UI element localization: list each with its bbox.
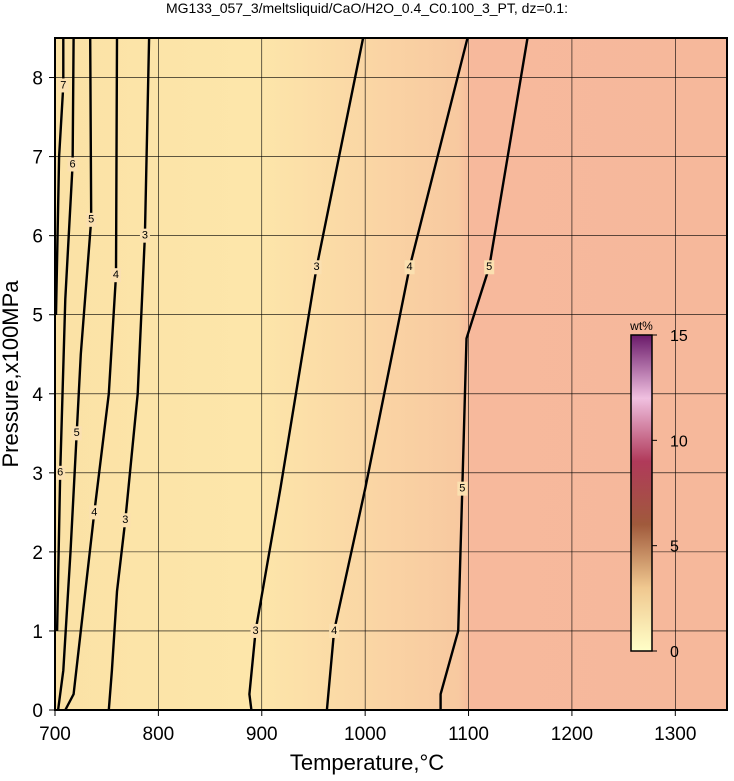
contour-label: 3 — [142, 230, 148, 242]
contour-label: 5 — [486, 261, 492, 273]
y-tick-label: 6 — [32, 227, 43, 248]
contour-label-bg — [58, 78, 69, 93]
y-tick-label: 2 — [32, 543, 43, 564]
y-tick-label: 4 — [32, 385, 43, 406]
contour-label-bg — [457, 481, 468, 496]
contour-label-bg — [67, 157, 78, 172]
x-tick-label: 1000 — [344, 724, 386, 745]
contour-label-bg — [89, 505, 100, 520]
contour-label-bg — [250, 623, 261, 638]
colorbar-tick-label: 10 — [670, 433, 688, 450]
contour-label-bg — [329, 623, 340, 638]
contour-label-bg — [55, 465, 66, 480]
contour-label: 3 — [122, 514, 128, 526]
colorbar-tick-label: 0 — [670, 644, 679, 661]
contour-label-bg — [404, 260, 415, 275]
contour-label: 5 — [74, 427, 80, 439]
chart-title: MG133_057_3/meltsliquid/CaO/H2O_0.4_C0.1… — [166, 0, 568, 16]
y-axis-label: Pressure,x100MPa — [0, 280, 23, 468]
plot-background — [55, 38, 727, 710]
x-tick-label: 700 — [39, 724, 71, 745]
y-tick-label: 7 — [32, 148, 43, 169]
contour-line — [55, 37, 75, 631]
contour-label: 6 — [57, 467, 63, 479]
contour-line — [248, 37, 365, 711]
colorbar-tick-label: 15 — [670, 328, 688, 345]
contour-label: 4 — [331, 625, 337, 637]
contour-label: 3 — [314, 261, 320, 273]
y-tick-label: 5 — [32, 306, 43, 327]
contour-line — [325, 37, 469, 711]
colorbar-tick-label: 5 — [670, 539, 679, 556]
y-tick-label: 8 — [32, 69, 43, 90]
contour-label-bg — [110, 268, 121, 283]
plot-frame — [54, 37, 728, 711]
x-tick-label: 1300 — [654, 724, 696, 745]
contour-label-bg — [311, 260, 322, 275]
x-tick-label: 1200 — [551, 724, 593, 745]
contour-label: 5 — [88, 214, 94, 226]
contour-label-bg — [120, 513, 131, 528]
contour-label: 4 — [91, 506, 97, 518]
contour-line — [54, 38, 65, 315]
contour-label: 4 — [113, 269, 119, 281]
contour-label: 7 — [60, 79, 66, 91]
contour-label-bg — [484, 260, 495, 275]
contour-label: 4 — [407, 261, 413, 273]
y-tick-label: 3 — [32, 464, 43, 485]
contour-label: 3 — [253, 625, 259, 637]
contour-label: 6 — [70, 158, 76, 170]
x-tick-label: 800 — [143, 724, 175, 745]
y-tick-label: 1 — [32, 622, 43, 643]
x-tick-label: 900 — [246, 724, 278, 745]
colorbar — [630, 334, 653, 652]
y-tick-label: 0 — [32, 701, 43, 722]
contour-label-bg — [71, 426, 82, 441]
contour-label-bg — [139, 228, 150, 243]
contour-label-bg — [86, 212, 97, 227]
x-axis-label: Temperature,°C — [290, 750, 444, 775]
colorbar-label: wt% — [629, 319, 653, 333]
contour-label: 5 — [459, 483, 465, 495]
x-tick-label: 1100 — [448, 724, 489, 745]
